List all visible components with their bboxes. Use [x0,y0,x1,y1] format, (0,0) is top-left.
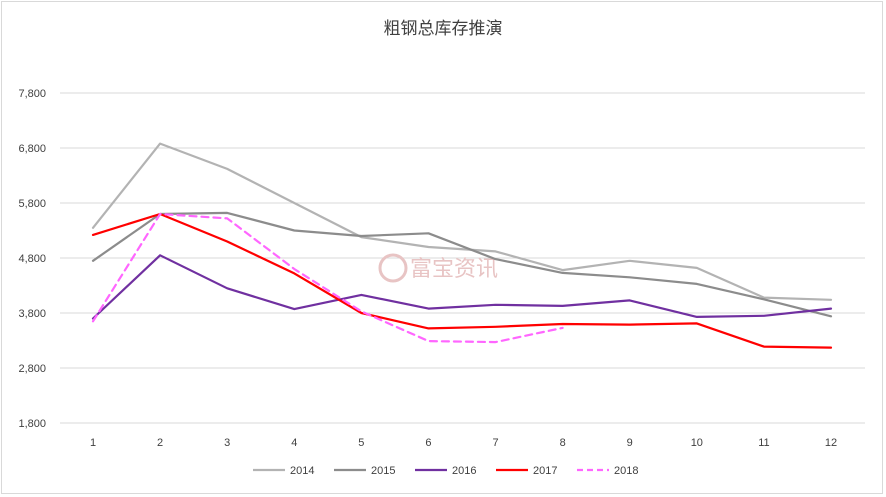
legend-label-2017: 2017 [533,465,557,477]
series-line-2017 [91,212,833,349]
x-tick-label: 1 [90,437,96,449]
legend-label-2014: 2014 [290,465,314,477]
series-line-2015 [91,211,833,318]
x-tick-label: 8 [560,437,566,449]
y-tick-label: 5,800 [18,198,46,210]
series-lines [91,142,833,349]
x-tick-label: 6 [425,437,431,449]
gridlines [60,92,865,424]
y-tick-label: 6,800 [18,143,46,155]
series-line-2018 [91,212,564,344]
x-tick-label: 2 [157,437,163,449]
x-tick-label: 11 [758,437,769,449]
y-tick-label: 4,800 [18,253,46,265]
series-line-2016 [91,254,833,320]
y-tick-label: 3,800 [18,308,46,320]
legend-label-2015: 2015 [371,465,395,477]
watermark-circle [378,253,408,283]
x-tick-label: 12 [825,437,837,449]
x-tick-label: 10 [691,437,703,449]
y-tick-label: 7,800 [18,88,46,100]
x-tick-label: 7 [492,437,498,449]
x-tick-label: 4 [291,437,297,449]
chart-title: 粗钢总库存推演 [383,19,503,39]
x-tick-label: 9 [627,437,633,449]
x-axis-ticks: 1 2 3 4 5 6 7 8 9 10 11 12 [90,437,837,449]
x-tick-label: 5 [358,437,364,449]
x-tick-label: 3 [224,437,230,449]
watermark-logo: 富宝资讯 [378,253,498,283]
y-tick-label: 2,800 [18,363,46,375]
watermark-text: 富宝资讯 [410,257,498,282]
y-tick-label: 1,800 [18,418,46,430]
legend-label-2018: 2018 [614,465,638,477]
legend: 2014 2015 2016 2017 2018 [253,465,638,477]
legend-label-2016: 2016 [452,465,476,477]
series-line-2014 [91,142,833,301]
y-axis-ticks: 7,800 6,800 5,800 4,800 3,800 2,800 1,800 [18,88,46,430]
